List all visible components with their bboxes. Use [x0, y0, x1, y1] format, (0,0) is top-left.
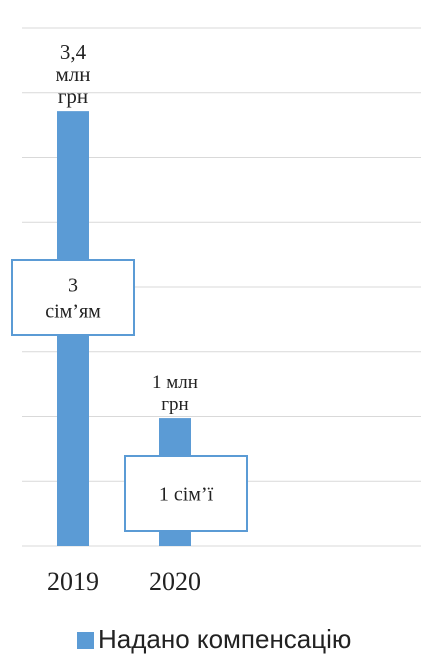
data-label-2020: 1 млн грн	[152, 372, 198, 415]
x-tick-label-2019: 2019	[47, 567, 99, 596]
data-labels: 3,4 млн грн 1 млн грн	[55, 40, 197, 415]
annotation-text: 1 сім’ї	[159, 484, 214, 506]
annotation-text: 3 сім’ям	[45, 275, 101, 323]
annotation-frame	[11, 259, 135, 336]
annotation-box-2020: 1 сім’ї	[124, 455, 248, 532]
data-label-2019: 3,4 млн грн	[55, 40, 90, 108]
x-tick-label-2020: 2020	[149, 567, 201, 596]
legend-label: Надано компенсацію	[98, 624, 351, 654]
annotation-box-2019: 3 сім’ям	[11, 259, 135, 336]
annotation-boxes: 3 сім’ям 1 сім’ї	[11, 259, 248, 532]
legend-swatch	[77, 632, 94, 649]
x-axis-tick-labels: 2019 2020	[47, 567, 201, 596]
legend: Надано компенсацію	[77, 624, 351, 654]
annotation-frame	[124, 455, 248, 532]
